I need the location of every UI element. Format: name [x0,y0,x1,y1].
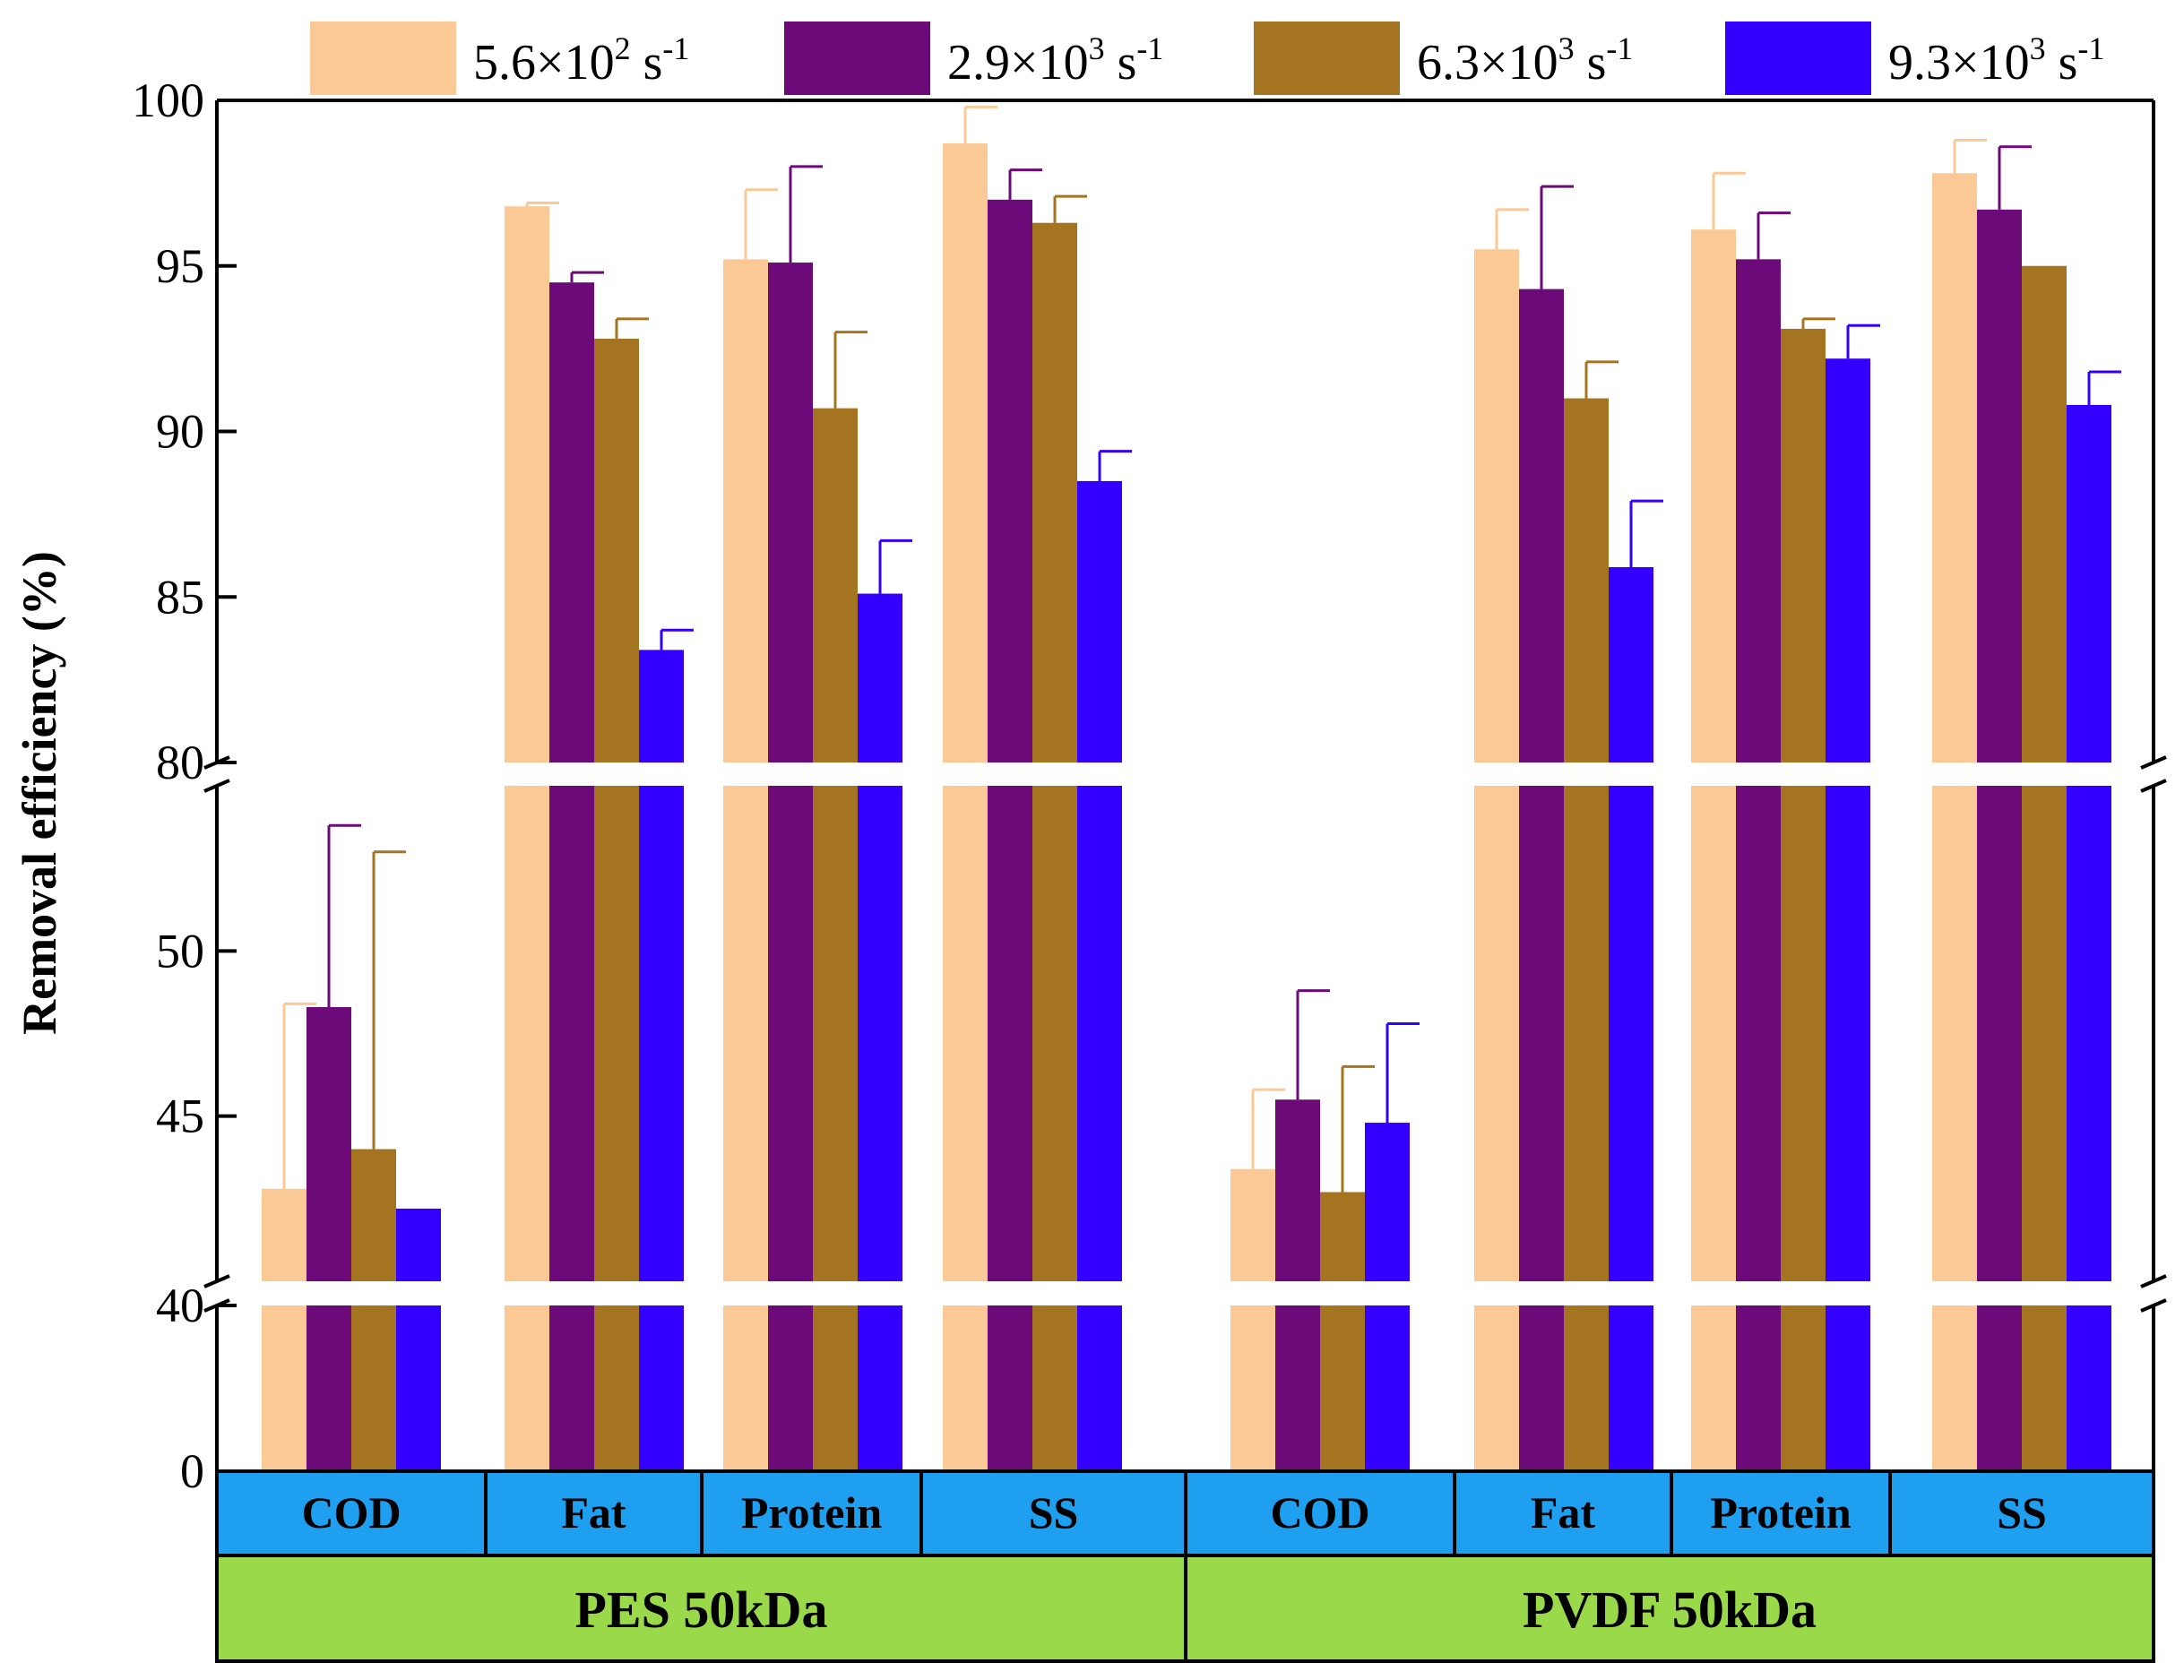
bar [2067,404,2111,1472]
break-mark [2140,755,2167,770]
bar [396,1208,441,1471]
bar [306,1007,351,1471]
legend-swatch [784,22,930,95]
legend-swatch [310,22,456,95]
bar [505,206,549,1472]
legend-label: 5.6×102 s-1 [473,30,689,90]
category-label: Fat [561,1487,626,1538]
y-tick-label: 100 [132,73,204,127]
y-tick-label: 50 [156,924,204,978]
bar [1609,566,1653,1471]
category-label: SS [1997,1487,2047,1538]
bar [1736,259,1781,1471]
bar [943,143,988,1471]
axis-break-gaps [219,762,2152,1305]
category-label: SS [1029,1487,1079,1538]
y-axis-label: Removal efficiency (%) [13,551,66,1035]
axis-layer: 0 40 45 50 80 85 90 95 100 [132,73,2167,1498]
bar [858,593,902,1471]
break-mark [203,1274,230,1288]
bar [1691,229,1736,1472]
bar [1230,1168,1275,1471]
category-label: COD [1270,1487,1369,1538]
category-band: COD Fat Protein SS PES 50kDa COD Fat Protein SS P… [215,1469,2155,1663]
bar [1781,328,1826,1472]
bar [1474,249,1519,1471]
group-label: PVDF 50kDa [1523,1581,1817,1639]
break-mark [2140,1274,2167,1288]
break-mark [203,779,230,793]
bar [723,259,768,1471]
group-label: PES 50kDa [574,1581,827,1639]
bar [1564,398,1609,1471]
y-tick-label: 95 [156,239,204,293]
bar [549,282,594,1472]
legend-label: 2.9×103 s-1 [947,30,1163,90]
category-label: COD [301,1487,401,1538]
bar [1320,1192,1365,1471]
bar [1519,289,1564,1471]
legend-swatch [1725,22,1871,95]
break-mark [2140,779,2167,793]
axis-break-gap [219,762,2152,786]
bar [1077,480,1122,1471]
y-tick-label: 40 [156,1279,204,1332]
category-label: Fat [1531,1487,1596,1538]
bar [2022,265,2067,1471]
axis-break-gap [219,1281,2152,1305]
y-tick-label: 85 [156,570,204,624]
y-tick-label: 45 [156,1090,204,1143]
legend-swatch [1254,22,1400,95]
bar [988,199,1032,1472]
bar [813,408,858,1471]
bar [1932,173,1977,1471]
bar [768,263,813,1472]
category-label: Protein [1710,1487,1852,1538]
bar [351,1149,396,1471]
bar [639,650,684,1471]
y-tick-label: 0 [180,1444,204,1498]
legend-label: 9.3×103 s-1 [1888,30,2104,90]
bar [1977,209,2022,1471]
error-bars-layer [282,105,2121,1193]
legend-label: 6.3×103 s-1 [1417,30,1633,90]
category-label: Protein [741,1487,883,1538]
legend: 5.6×102 s-1 2.9×103 s-1 6.3×103 s-1 9.3×103… [310,22,2104,95]
break-mark [2140,1298,2167,1313]
y-tick-label: 90 [156,405,204,459]
bar [1032,222,1077,1472]
bars-layer [262,143,2111,1472]
bar [262,1188,306,1471]
y-tick-label: 80 [156,736,204,789]
